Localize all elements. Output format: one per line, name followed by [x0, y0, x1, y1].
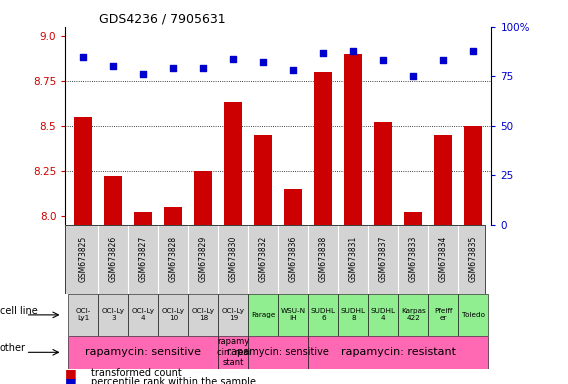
Text: ■: ■	[65, 367, 77, 380]
Text: GSM673832: GSM673832	[259, 236, 268, 282]
Bar	[164, 207, 182, 225]
Point	[79, 53, 88, 60]
Text: GSM673834: GSM673834	[439, 236, 448, 282]
Text: GSM673827: GSM673827	[139, 236, 148, 282]
Bar	[68, 336, 218, 369]
Bar	[218, 294, 248, 336]
Point	[409, 73, 418, 79]
Bar	[458, 294, 488, 336]
Text: GSM673836: GSM673836	[289, 236, 298, 282]
Bar	[285, 189, 302, 225]
Text: transformed count: transformed count	[91, 368, 182, 378]
Text: OCI-Ly
18: OCI-Ly 18	[192, 308, 215, 321]
Bar	[398, 294, 428, 336]
Text: rapamy
cin: resi
stant: rapamy cin: resi stant	[217, 338, 250, 367]
Bar	[435, 135, 452, 225]
Point	[319, 50, 328, 56]
Text: rapamycin: sensitive: rapamycin: sensitive	[85, 347, 201, 358]
Text: SUDHL
6: SUDHL 6	[311, 308, 336, 321]
Bar	[189, 294, 218, 336]
Bar	[278, 294, 308, 336]
Bar	[134, 212, 152, 225]
Text: Farage: Farage	[251, 312, 275, 318]
Text: OCI-Ly
10: OCI-Ly 10	[162, 308, 185, 321]
Text: ■: ■	[65, 376, 77, 384]
Text: GSM673838: GSM673838	[319, 236, 328, 282]
Text: GSM673826: GSM673826	[109, 236, 118, 282]
Text: cell line: cell line	[0, 306, 37, 316]
Bar	[464, 126, 482, 225]
Point	[289, 67, 298, 73]
Text: GSM673828: GSM673828	[169, 236, 178, 282]
Text: OCI-
Ly1: OCI- Ly1	[76, 308, 91, 321]
Text: GSM673835: GSM673835	[469, 236, 478, 282]
Bar	[339, 294, 368, 336]
Point	[438, 58, 448, 64]
Bar	[368, 294, 398, 336]
Text: OCI-Ly
4: OCI-Ly 4	[132, 308, 155, 321]
Bar	[254, 135, 272, 225]
Bar	[314, 72, 332, 225]
Bar	[428, 294, 458, 336]
Bar	[194, 171, 212, 225]
Bar	[248, 294, 278, 336]
Point	[379, 58, 388, 64]
Bar	[374, 122, 392, 225]
Text: GSM673833: GSM673833	[409, 236, 418, 282]
Text: Pfeiff
er: Pfeiff er	[434, 308, 453, 321]
Text: OCI-Ly
19: OCI-Ly 19	[222, 308, 245, 321]
Bar	[344, 54, 362, 225]
Bar	[308, 294, 339, 336]
Text: GSM673825: GSM673825	[79, 236, 88, 282]
Text: rapamycin: resistant: rapamycin: resistant	[341, 347, 456, 358]
Text: percentile rank within the sample: percentile rank within the sample	[91, 377, 256, 384]
Text: GSM673829: GSM673829	[199, 236, 208, 282]
Bar	[128, 294, 158, 336]
Text: Karpas
422: Karpas 422	[401, 308, 425, 321]
Text: WSU-N
IH: WSU-N IH	[281, 308, 306, 321]
Bar	[218, 336, 248, 369]
Text: SUDHL
4: SUDHL 4	[371, 308, 396, 321]
Bar	[105, 176, 122, 225]
Bar	[224, 103, 243, 225]
Text: SUDHL
8: SUDHL 8	[341, 308, 366, 321]
Point	[259, 60, 268, 66]
Bar	[98, 294, 128, 336]
Bar	[248, 336, 308, 369]
Bar	[404, 212, 423, 225]
Text: GSM673837: GSM673837	[379, 236, 388, 282]
Text: rapamycin: sensitive: rapamycin: sensitive	[227, 347, 329, 358]
Bar	[68, 294, 98, 336]
Text: OCI-Ly
3: OCI-Ly 3	[102, 308, 125, 321]
Text: GSM673831: GSM673831	[349, 236, 358, 282]
Text: Toledo: Toledo	[462, 312, 485, 318]
Bar	[74, 117, 93, 225]
Bar	[308, 336, 488, 369]
Text: GSM673830: GSM673830	[229, 236, 238, 282]
Text: other: other	[0, 343, 26, 354]
Point	[109, 63, 118, 70]
Point	[349, 48, 358, 54]
Point	[229, 55, 238, 61]
Point	[199, 65, 208, 71]
Text: GDS4236 / 7905631: GDS4236 / 7905631	[99, 13, 226, 26]
Bar	[158, 294, 189, 336]
Point	[169, 65, 178, 71]
Point	[139, 71, 148, 78]
Point	[469, 48, 478, 54]
